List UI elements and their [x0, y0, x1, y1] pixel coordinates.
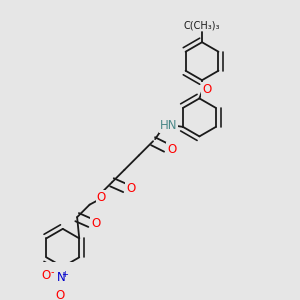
Text: O: O: [91, 217, 101, 230]
Text: O: O: [97, 191, 106, 204]
Text: +: +: [61, 270, 68, 279]
Text: O: O: [42, 269, 51, 282]
Text: -: -: [50, 267, 54, 277]
Text: O: O: [56, 290, 65, 300]
Text: HN: HN: [160, 119, 177, 132]
Text: O: O: [167, 142, 176, 155]
Text: C(CH₃)₃: C(CH₃)₃: [184, 20, 220, 30]
Text: O: O: [202, 83, 211, 96]
Text: N: N: [57, 271, 66, 284]
Text: O: O: [126, 182, 135, 195]
